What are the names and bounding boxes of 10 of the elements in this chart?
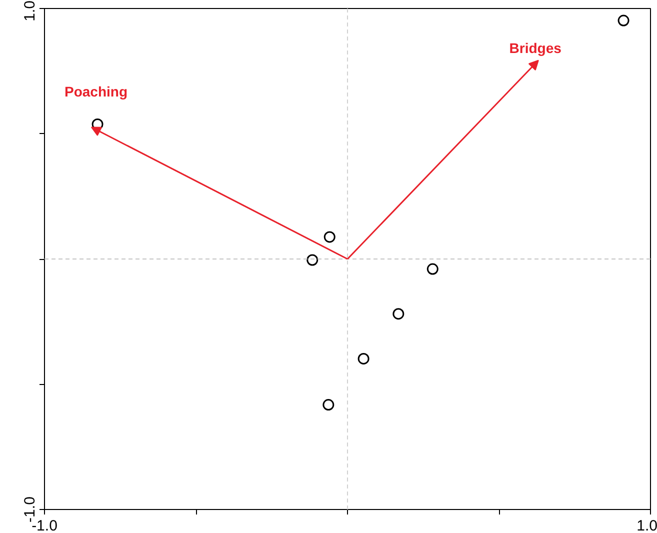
annotation: Poaching — [64, 84, 128, 100]
point — [426, 263, 438, 275]
point — [618, 14, 630, 26]
point — [322, 399, 334, 411]
point — [306, 254, 318, 266]
point — [324, 231, 336, 243]
point — [358, 352, 370, 364]
point — [92, 118, 104, 130]
point — [392, 308, 404, 320]
annotation: Bridges — [509, 40, 562, 56]
